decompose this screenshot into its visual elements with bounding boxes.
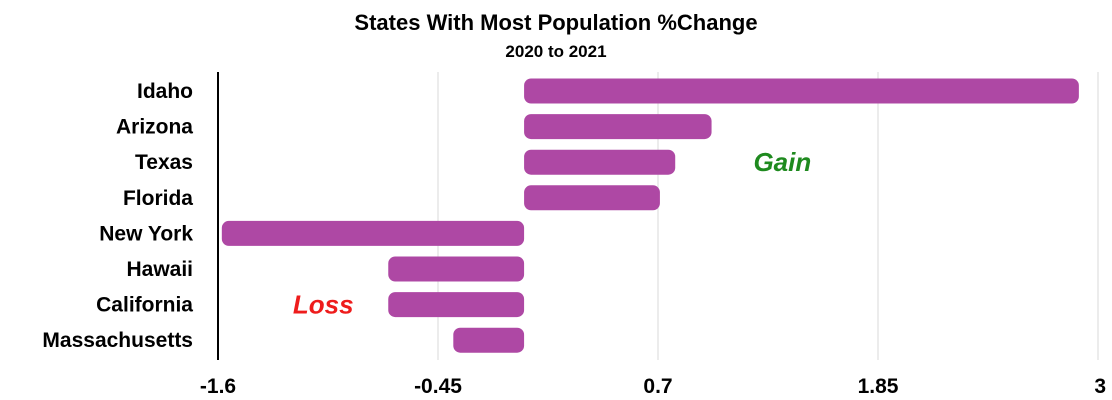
- chart-subtitle: 2020 to 2021: [505, 42, 606, 61]
- category-labels: Idaho Arizona Texas Florida New York Hawaii Ca…: [42, 80, 193, 352]
- annotation-gain: Gain: [753, 147, 811, 177]
- category-label-new-york: New York: [99, 222, 193, 245]
- category-label-california: California: [96, 294, 193, 317]
- category-label-arizona: Arizona: [116, 116, 193, 139]
- bar-florida: [524, 185, 660, 211]
- bar-idaho: [524, 78, 1079, 104]
- bar-texas: [524, 149, 676, 175]
- bar-arizona: [524, 114, 712, 140]
- category-label-florida: Florida: [123, 187, 193, 210]
- x-tick-label-3: 3: [1094, 375, 1106, 398]
- x-tick-label-1-85: 1.85: [858, 375, 899, 398]
- category-label-texas: Texas: [135, 151, 193, 174]
- annotations: Gain Loss: [293, 147, 811, 319]
- category-label-massachusetts: Massachusetts: [42, 329, 193, 352]
- bar-massachusetts: [453, 327, 525, 353]
- x-tick-label-0-45: -0.45: [414, 375, 462, 398]
- bar-california: [388, 292, 525, 318]
- category-label-idaho: Idaho: [137, 80, 193, 103]
- x-tick-label-1-6: -1.6: [200, 375, 236, 398]
- category-label-hawaii: Hawaii: [126, 258, 193, 281]
- annotation-loss: Loss: [293, 290, 354, 320]
- bar-new-york: [221, 220, 525, 246]
- x-tick-label-0-7: 0.7: [643, 375, 672, 398]
- chart-title: States With Most Population %Change: [354, 10, 757, 35]
- bar-hawaii: [388, 256, 525, 282]
- bars: [221, 78, 1079, 353]
- x-axis-tick-labels: -1.6 -0.45 0.7 1.85 3: [200, 375, 1106, 398]
